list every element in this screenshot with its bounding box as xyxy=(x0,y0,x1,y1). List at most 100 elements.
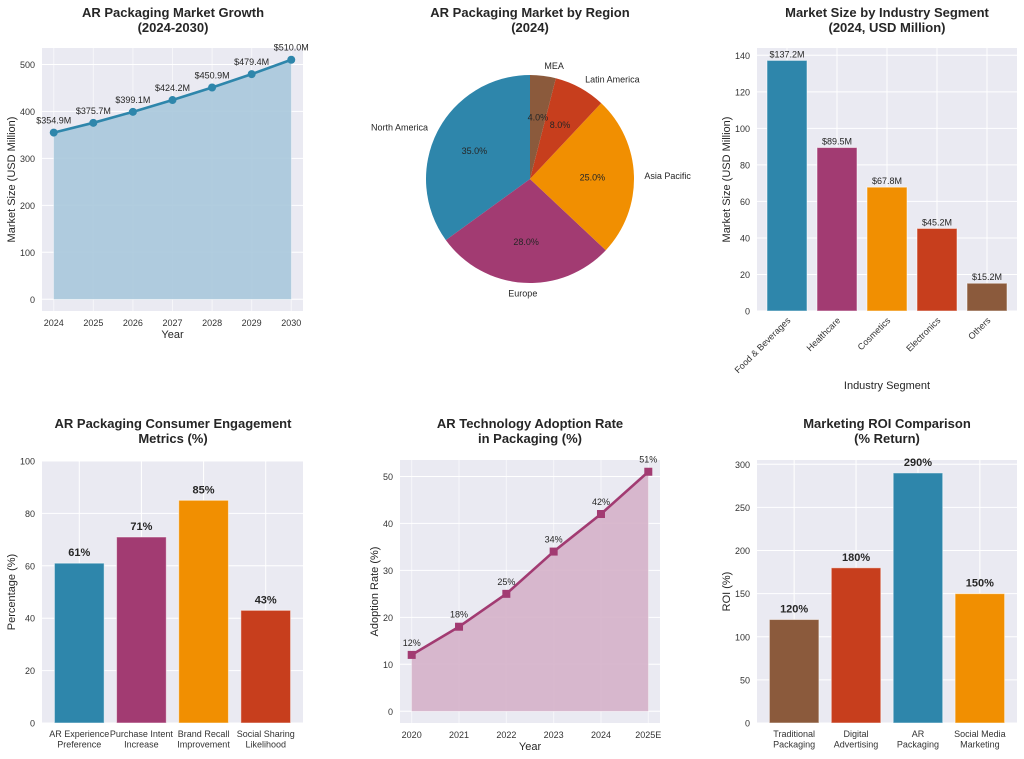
y-tick-label: 300 xyxy=(735,460,750,470)
x-tick-label: 2020 xyxy=(402,730,422,740)
pie-category-label: Europe xyxy=(508,289,537,299)
data-point xyxy=(502,589,511,598)
y-tick-label: 100 xyxy=(735,124,750,134)
data-label: $479.4M xyxy=(234,57,269,67)
x-tick-label: 2025E xyxy=(635,730,661,740)
x-tick-label: AR Experience Preference xyxy=(49,729,109,749)
chart-consumer-engagement: AR Packaging Consumer Engagement Metrics … xyxy=(6,416,303,749)
data-label: 12% xyxy=(403,638,421,648)
data-label: $424.2M xyxy=(155,83,190,93)
y-axis-label: Adoption Rate (%) xyxy=(369,547,381,637)
y-tick-label: 250 xyxy=(735,503,750,513)
y-tick-label: 50 xyxy=(740,675,750,685)
bar xyxy=(816,147,858,312)
chart-title: Marketing ROI Comparison (% Return) xyxy=(803,416,971,446)
chart-marketing-roi: Marketing ROI Comparison (% Return) ROI (%… xyxy=(721,416,1017,749)
x-tick-label: 2024 xyxy=(44,318,64,328)
x-tick-label: Others xyxy=(966,315,993,342)
y-tick-label: 100 xyxy=(735,632,750,642)
x-tick-label: 2029 xyxy=(242,318,262,328)
y-tick-label: 120 xyxy=(735,87,750,97)
x-axis-label: Industry Segment xyxy=(844,380,930,392)
data-point xyxy=(455,622,464,631)
y-tick-label: 100 xyxy=(20,457,35,467)
x-tick-label: Electronics xyxy=(904,315,943,354)
bar xyxy=(916,227,958,312)
data-label: 120% xyxy=(780,604,808,616)
x-tick-label: Healthcare xyxy=(805,315,843,353)
data-point xyxy=(247,70,256,79)
x-tick-label: Social Sharing Likelihood xyxy=(237,729,295,749)
data-label: $15.2M xyxy=(972,272,1002,282)
data-label: 150% xyxy=(966,578,994,590)
x-tick-label: Traditional Packaging xyxy=(773,729,815,749)
pie-category-label: Asia Pacific xyxy=(644,171,691,181)
y-tick-label: 50 xyxy=(383,472,393,482)
x-tick-label: 2021 xyxy=(449,730,469,740)
y-tick-label: 40 xyxy=(383,519,393,529)
bar xyxy=(966,282,1008,312)
y-tick-label: 0 xyxy=(30,719,35,729)
data-label: $354.9M xyxy=(36,116,71,126)
x-tick-label: 2024 xyxy=(591,730,611,740)
y-axis-label: Percentage (%) xyxy=(6,554,18,630)
bar xyxy=(866,186,908,312)
y-tick-label: 400 xyxy=(20,107,35,117)
y-axis-label: Market Size (USD Million) xyxy=(721,117,733,243)
x-tick-label: 2022 xyxy=(496,730,516,740)
x-tick-label: 2030 xyxy=(281,318,301,328)
data-label: $399.1M xyxy=(115,95,150,105)
y-tick-label: 20 xyxy=(25,666,35,676)
data-point xyxy=(549,547,558,556)
x-tick-label: 2023 xyxy=(544,730,564,740)
area-fill xyxy=(411,471,649,712)
y-tick-label: 10 xyxy=(383,660,393,670)
pie-category-label: North America xyxy=(371,123,428,133)
area-fill xyxy=(53,59,292,300)
data-label: 42% xyxy=(592,497,610,507)
y-tick-label: 40 xyxy=(25,614,35,624)
x-tick-label: AR Packaging xyxy=(897,729,939,749)
pie-slice xyxy=(426,75,530,241)
data-label: 290% xyxy=(904,457,932,469)
data-point xyxy=(168,96,177,105)
pie-slice xyxy=(445,179,606,284)
data-point xyxy=(208,83,217,92)
y-tick-label: 140 xyxy=(735,51,750,61)
bar xyxy=(830,567,882,724)
bar xyxy=(178,499,229,724)
chart-industry-segment: Market Size by Industry Segment (2024, US… xyxy=(721,5,1017,392)
y-tick-label: 0 xyxy=(745,719,750,729)
y-tick-label: 30 xyxy=(383,566,393,576)
pie-category-label: MEA xyxy=(544,61,564,71)
data-label: $450.9M xyxy=(195,70,230,80)
data-point xyxy=(596,510,605,519)
x-tick-label: Food & Beverages xyxy=(733,315,793,375)
data-label: $67.8M xyxy=(872,176,902,186)
data-point xyxy=(644,467,653,476)
data-label: 71% xyxy=(130,521,152,533)
x-tick-label: Cosmetics xyxy=(856,315,893,352)
chart-title: AR Packaging Market by Region (2024) xyxy=(430,5,629,35)
y-axis-label: Market Size (USD Million) xyxy=(6,117,18,243)
data-point xyxy=(128,107,137,116)
data-point xyxy=(49,128,58,137)
data-label: 43% xyxy=(255,594,277,606)
bar xyxy=(53,562,105,724)
data-point xyxy=(407,650,416,659)
pie-pct-label: 35.0% xyxy=(462,146,488,156)
data-label: 61% xyxy=(68,547,90,559)
x-tick-label: Brand Recall Improvement xyxy=(177,729,230,749)
data-label: $89.5M xyxy=(822,137,852,147)
chart-title: AR Technology Adoption Rate in Packaging … xyxy=(437,416,623,446)
y-tick-label: 200 xyxy=(735,546,750,556)
y-tick-label: 0 xyxy=(745,307,750,317)
y-tick-label: 100 xyxy=(20,248,35,258)
x-tick-label: 2028 xyxy=(202,318,222,328)
pie-slice xyxy=(530,75,556,179)
y-tick-label: 60 xyxy=(740,197,750,207)
x-tick-label: 2025 xyxy=(83,318,103,328)
chart-adoption-rate: AR Technology Adoption Rate in Packaging … xyxy=(369,416,661,753)
y-tick-label: 80 xyxy=(25,509,35,519)
